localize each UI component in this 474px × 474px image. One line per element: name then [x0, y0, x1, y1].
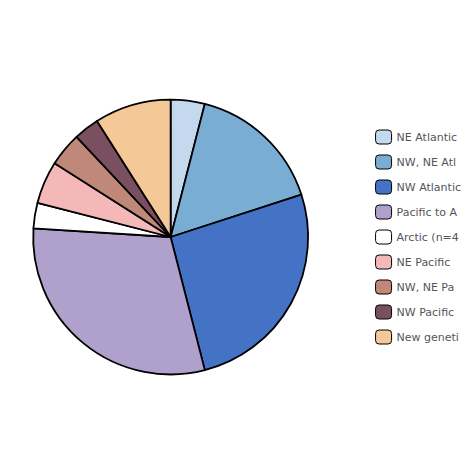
svg-text:Arctic (n=4: Arctic (n=4: [397, 231, 459, 244]
svg-text:NW, NE Atl: NW, NE Atl: [397, 156, 456, 169]
svg-text:NW Pacific: NW Pacific: [397, 306, 455, 319]
svg-text:Pacific to A: Pacific to A: [397, 206, 458, 219]
svg-text:NE Pacific: NE Pacific: [397, 256, 451, 269]
svg-text:New geneti: New geneti: [397, 331, 459, 344]
svg-text:NE Atlantic: NE Atlantic: [397, 131, 458, 144]
svg-text:NW, NE Pa: NW, NE Pa: [397, 281, 455, 294]
svg-text:NW Atlantic: NW Atlantic: [397, 181, 461, 194]
